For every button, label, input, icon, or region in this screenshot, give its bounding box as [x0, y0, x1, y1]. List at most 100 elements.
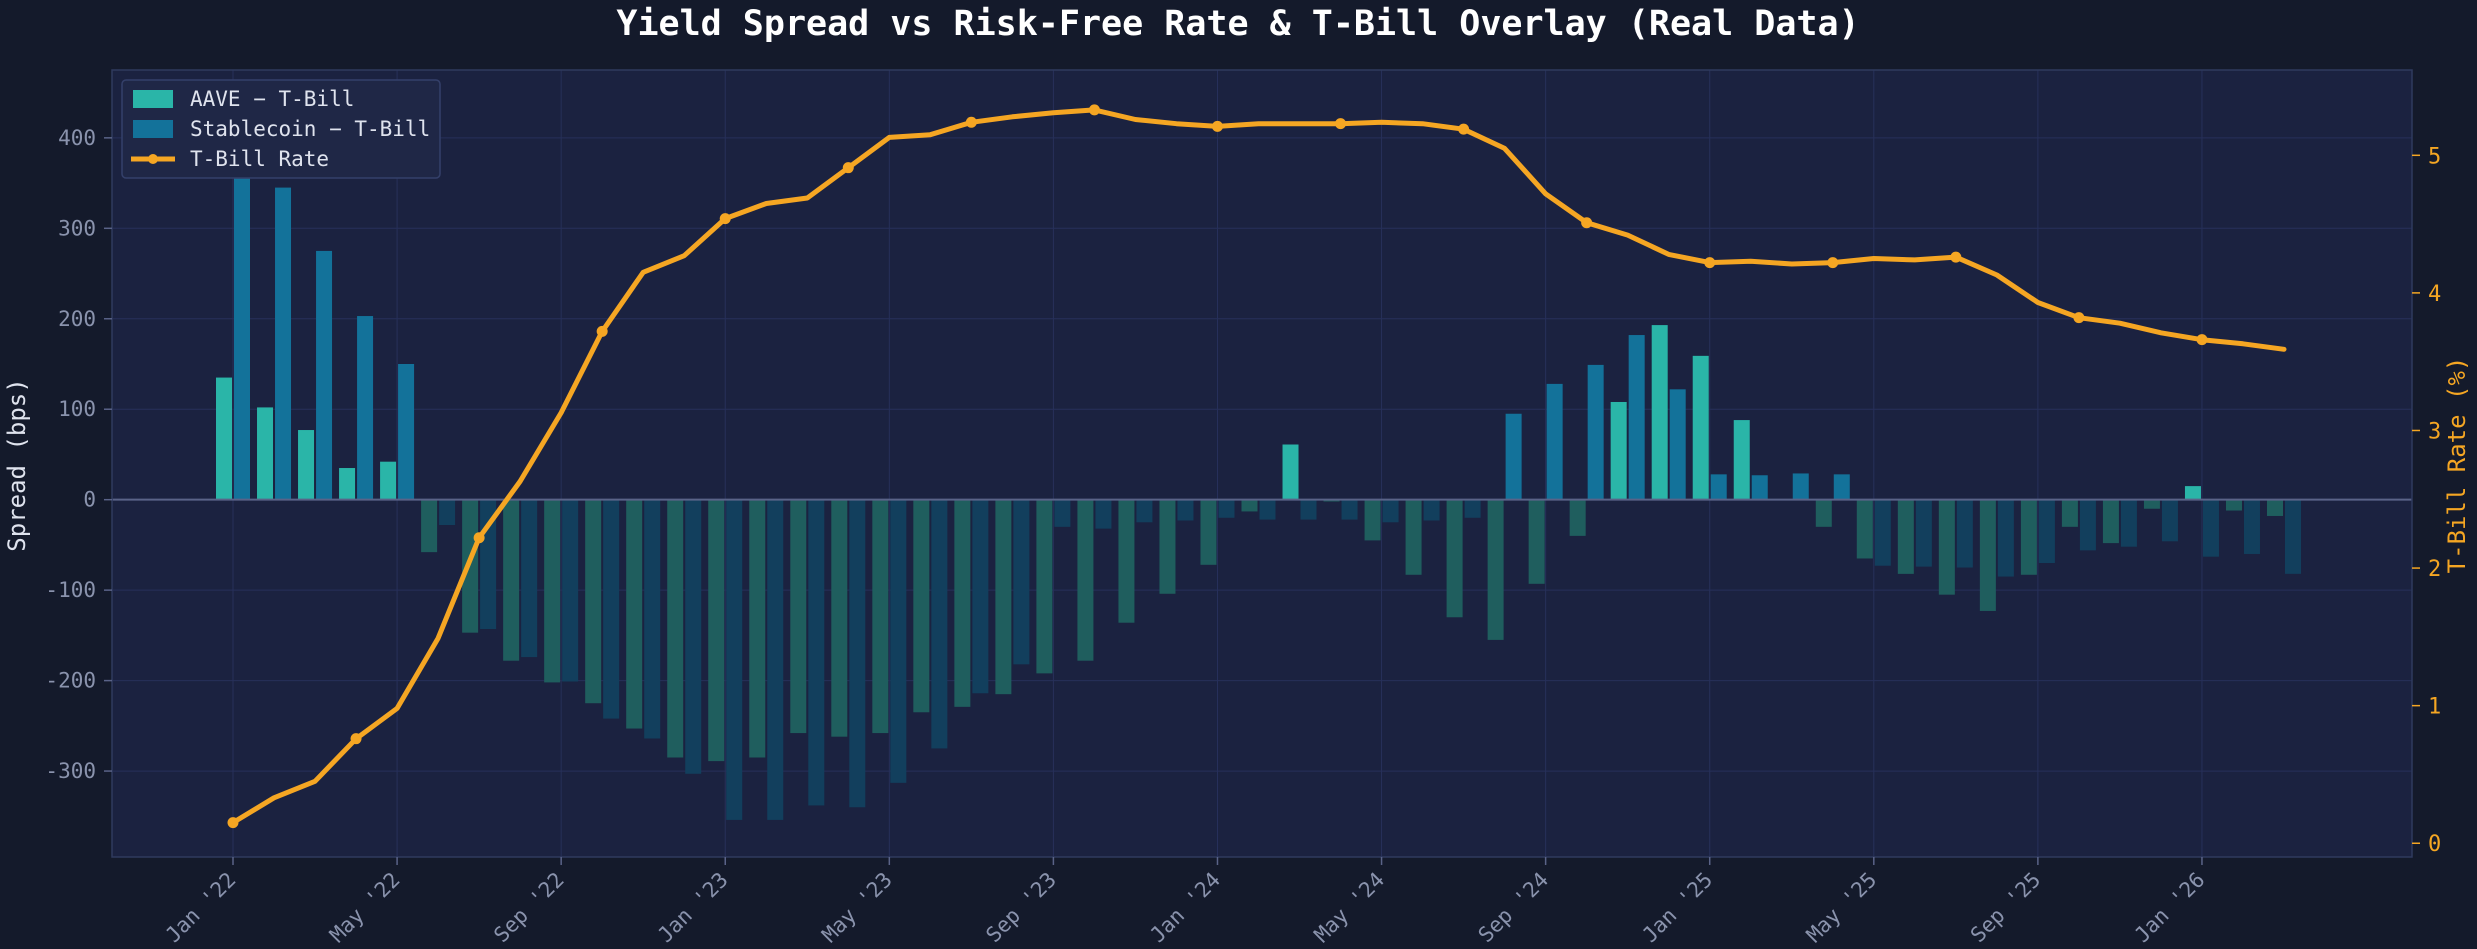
y-axis-left: -300 -200 -100 0 100 200 300 400	[45, 126, 112, 783]
bar-stablecoin	[1956, 499, 1973, 568]
tbill-rate-point	[1827, 257, 1839, 269]
bar-stablecoin	[1136, 499, 1153, 523]
bar-aave	[1733, 420, 1750, 500]
y-tick-label-left: 200	[58, 307, 96, 331]
tbill-rate-point	[1211, 120, 1223, 132]
bar-aave	[2020, 499, 2037, 575]
bar-stablecoin	[1423, 499, 1440, 521]
tbill-rate-point	[1458, 123, 1470, 135]
tbill-rate-point	[2073, 312, 2085, 324]
bar-aave	[1241, 499, 1258, 512]
bar-stablecoin	[1095, 499, 1112, 529]
line-layer	[227, 104, 2287, 829]
x-tick-label: Jan '22	[161, 868, 241, 948]
x-tick-label: Sep '22	[489, 868, 569, 948]
plot-area	[112, 70, 2412, 857]
bar-stablecoin	[1464, 499, 1481, 518]
bar-aave	[872, 499, 889, 734]
tbill-rate-point	[350, 733, 362, 745]
tbill-rate-point	[719, 213, 731, 225]
bar-aave	[421, 499, 438, 553]
bar-stablecoin	[562, 499, 579, 682]
bar-stablecoin	[2202, 499, 2219, 557]
bar-aave	[2267, 499, 2283, 516]
tbill-rate-point	[842, 162, 854, 174]
bar-stablecoin	[1628, 335, 1645, 500]
bar-stablecoin	[972, 499, 989, 694]
bar-stablecoin	[931, 499, 948, 749]
tbill-rate-point	[1704, 257, 1716, 269]
tbill-rate-point	[1088, 104, 1100, 116]
bar-aave	[1446, 499, 1463, 618]
y-tick-label-right: 2	[2428, 557, 2441, 582]
tbill-rate-point	[227, 817, 239, 829]
bar-stablecoin	[726, 499, 743, 820]
y-axis-label-right: T-Bill Rate (%)	[2443, 357, 2471, 574]
bar-aave	[1815, 499, 1832, 527]
bar-stablecoin	[2161, 499, 2178, 542]
bar-aave	[2184, 486, 2201, 500]
bar-aave	[1282, 444, 1299, 500]
bar-stablecoin	[808, 499, 825, 806]
bar-aave	[380, 461, 397, 500]
bar-stablecoin	[603, 499, 620, 719]
y-tick-label-left: 0	[83, 488, 96, 512]
bar-stablecoin	[890, 499, 907, 783]
bar-stablecoin	[1587, 364, 1604, 500]
legend-label-stablecoin: Stablecoin − T-Bill	[190, 117, 430, 141]
bar-layer	[216, 178, 2301, 820]
bar-stablecoin	[275, 187, 292, 500]
bar-aave	[1938, 499, 1955, 595]
bar-stablecoin	[2079, 499, 2096, 551]
legend-swatch-stablecoin	[133, 120, 173, 138]
bar-aave	[1979, 499, 1996, 611]
bar-stablecoin	[234, 178, 250, 500]
y-tick-label-right: 1	[2428, 695, 2441, 720]
bar-aave	[1569, 499, 1586, 536]
bar-aave	[2061, 499, 2078, 527]
bar-aave	[1159, 499, 1176, 594]
bar-stablecoin	[521, 499, 538, 658]
bar-stablecoin	[1177, 499, 1194, 521]
bar-stablecoin	[1218, 499, 1235, 518]
tbill-rate-point	[965, 116, 977, 128]
x-tick-label: Sep '23	[981, 868, 1061, 948]
legend-swatch-aave	[133, 90, 173, 108]
bar-aave	[503, 499, 520, 661]
y-tick-label-left: 400	[58, 126, 96, 150]
bar-aave	[626, 499, 643, 729]
bar-stablecoin	[316, 250, 333, 500]
x-tick-label: Jan '25	[1638, 868, 1718, 948]
legend-swatch-tbill-marker	[148, 154, 158, 164]
bar-stablecoin	[1833, 474, 1850, 500]
bar-aave	[1856, 499, 1873, 559]
bar-stablecoin	[2243, 499, 2260, 554]
bar-stablecoin	[1546, 383, 1563, 500]
x-tick-label: May '24	[1310, 868, 1390, 948]
x-tick-label: Jan '23	[653, 868, 733, 948]
bar-aave	[1118, 499, 1135, 623]
y-axis-right: 0 1 2 3 4 5	[2412, 144, 2441, 857]
bar-aave	[339, 468, 356, 500]
plot-frame	[111, 69, 2413, 858]
tbill-rate-point	[2196, 334, 2208, 346]
bar-aave	[1405, 499, 1422, 575]
bar-stablecoin	[1300, 499, 1317, 520]
bar-stablecoin	[1997, 499, 2014, 577]
y-tick-label-right: 0	[2428, 832, 2441, 857]
bar-aave	[790, 499, 807, 734]
bar-aave	[257, 407, 274, 500]
y-tick-label-right: 3	[2428, 419, 2441, 444]
bar-aave	[1200, 499, 1217, 565]
bar-stablecoin	[1013, 499, 1030, 665]
y-tick-label-left: -200	[45, 669, 96, 693]
bar-stablecoin	[1751, 475, 1768, 500]
bar-aave	[913, 499, 930, 713]
bar-stablecoin	[685, 499, 702, 774]
y-tick-label-left: -100	[45, 578, 96, 602]
bar-aave	[749, 499, 766, 758]
bar-stablecoin	[849, 499, 866, 808]
x-tick-label: May '25	[1802, 868, 1882, 948]
x-tick-label: Jan '24	[1145, 868, 1225, 948]
x-tick-label: Sep '24	[1474, 868, 1554, 948]
